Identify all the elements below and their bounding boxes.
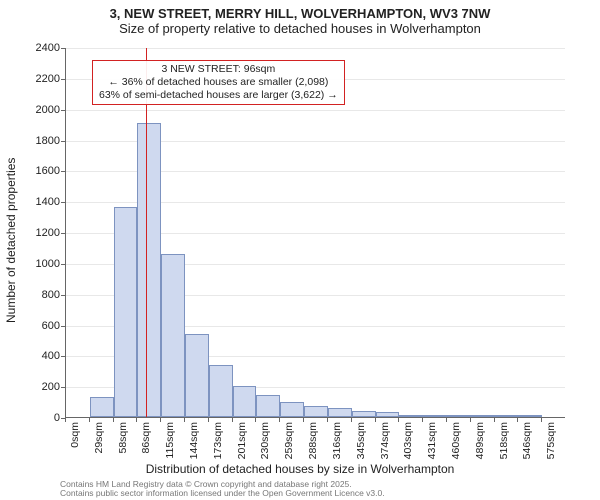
attribution-footer: Contains HM Land Registry data © Crown c…	[60, 480, 385, 499]
gridline	[66, 110, 565, 111]
x-tick-label: 86sqm	[140, 422, 152, 454]
x-tick-label: 230sqm	[259, 422, 271, 459]
x-tick-label: 489sqm	[474, 422, 486, 459]
histogram-bar	[495, 415, 519, 417]
x-tick-mark	[351, 418, 352, 422]
annotation-box: 3 NEW STREET: 96sqm← 36% of detached hou…	[92, 60, 345, 105]
x-tick-mark	[232, 418, 233, 422]
histogram-bar	[447, 415, 471, 417]
histogram-bar	[233, 386, 257, 417]
histogram-bar	[399, 415, 423, 417]
x-tick-mark	[494, 418, 495, 422]
title-line-2: Size of property relative to detached ho…	[0, 21, 600, 36]
x-tick-mark	[541, 418, 542, 422]
y-tick-mark	[61, 233, 65, 234]
x-tick-mark	[279, 418, 280, 422]
y-tick-mark	[61, 295, 65, 296]
x-tick-mark	[184, 418, 185, 422]
x-tick-mark	[208, 418, 209, 422]
x-tick-label: 29sqm	[93, 422, 105, 454]
y-tick-label: 1800	[20, 135, 60, 147]
x-tick-label: 144sqm	[188, 422, 200, 459]
x-tick-label: 316sqm	[331, 422, 343, 459]
y-tick-mark	[61, 202, 65, 203]
x-tick-label: 460sqm	[450, 422, 462, 459]
y-tick-label: 800	[20, 289, 60, 301]
gridline	[66, 48, 565, 49]
histogram-bar	[423, 415, 447, 417]
x-tick-label: 115sqm	[164, 422, 176, 459]
y-tick-label: 2400	[20, 42, 60, 54]
histogram-bar	[352, 411, 376, 417]
y-tick-label: 1200	[20, 227, 60, 239]
histogram-bar	[471, 415, 495, 417]
x-tick-mark	[517, 418, 518, 422]
x-tick-mark	[327, 418, 328, 422]
annotation-line-3: 63% of semi-detached houses are larger (…	[99, 89, 338, 102]
y-tick-label: 600	[20, 320, 60, 332]
x-tick-mark	[136, 418, 137, 422]
x-tick-label: 546sqm	[521, 422, 533, 459]
y-tick-mark	[61, 79, 65, 80]
y-tick-mark	[61, 171, 65, 172]
histogram-bar	[185, 334, 209, 417]
title-line-1: 3, NEW STREET, MERRY HILL, WOLVERHAMPTON…	[0, 6, 600, 21]
histogram-bar	[161, 254, 185, 417]
x-tick-label: 374sqm	[379, 422, 391, 459]
y-tick-mark	[61, 387, 65, 388]
y-tick-label: 400	[20, 350, 60, 362]
y-tick-mark	[61, 48, 65, 49]
histogram-bar	[328, 408, 352, 417]
x-tick-mark	[446, 418, 447, 422]
y-tick-label: 1400	[20, 196, 60, 208]
x-tick-label: 518sqm	[498, 422, 510, 459]
y-tick-label: 0	[20, 412, 60, 424]
y-tick-label: 2000	[20, 104, 60, 116]
x-tick-label: 201sqm	[236, 422, 248, 459]
x-tick-label: 431sqm	[426, 422, 438, 459]
x-tick-label: 345sqm	[355, 422, 367, 459]
y-tick-label: 1600	[20, 165, 60, 177]
x-tick-mark	[375, 418, 376, 422]
x-tick-mark	[89, 418, 90, 422]
histogram-bar	[209, 365, 233, 417]
x-tick-label: 58sqm	[117, 422, 129, 454]
y-tick-mark	[61, 110, 65, 111]
x-tick-mark	[470, 418, 471, 422]
y-tick-mark	[61, 141, 65, 142]
histogram-bar	[256, 395, 280, 417]
x-tick-label: 173sqm	[212, 422, 224, 459]
x-tick-label: 288sqm	[307, 422, 319, 459]
x-tick-mark	[422, 418, 423, 422]
annotation-line-2: ← 36% of detached houses are smaller (2,…	[99, 76, 338, 89]
y-tick-mark	[61, 326, 65, 327]
x-tick-label: 259sqm	[283, 422, 295, 459]
y-tick-label: 200	[20, 381, 60, 393]
annotation-line-1: 3 NEW STREET: 96sqm	[99, 63, 338, 76]
x-tick-label: 0sqm	[69, 422, 81, 448]
histogram-bar	[137, 123, 161, 417]
x-tick-label: 575sqm	[545, 422, 557, 459]
y-tick-label: 1000	[20, 258, 60, 270]
x-tick-label: 403sqm	[402, 422, 414, 459]
histogram-bar	[376, 412, 400, 417]
y-tick-mark	[61, 356, 65, 357]
x-tick-mark	[113, 418, 114, 422]
x-tick-mark	[303, 418, 304, 422]
x-tick-mark	[65, 418, 66, 422]
histogram-bar	[280, 402, 304, 417]
x-tick-mark	[255, 418, 256, 422]
y-tick-label: 2200	[20, 73, 60, 85]
footer-line-2: Contains public sector information licen…	[60, 489, 385, 498]
x-tick-mark	[398, 418, 399, 422]
x-axis-label: Distribution of detached houses by size …	[0, 462, 600, 476]
y-tick-mark	[61, 264, 65, 265]
histogram-bar	[114, 207, 138, 417]
x-tick-mark	[160, 418, 161, 422]
histogram-bar	[90, 397, 114, 417]
histogram-bar	[304, 406, 328, 417]
y-axis-label: Number of detached properties	[4, 158, 18, 323]
histogram-bar	[518, 415, 542, 417]
